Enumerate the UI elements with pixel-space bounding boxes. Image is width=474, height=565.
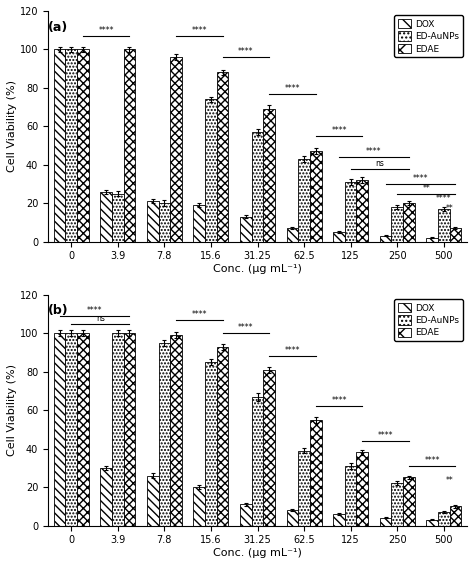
Bar [170,57,182,242]
Text: ****: **** [285,84,300,93]
Bar [112,194,124,242]
Text: ****: **** [191,26,207,35]
Bar [100,192,112,242]
Text: ****: **** [413,174,428,183]
Bar [450,228,461,242]
Bar [240,216,252,242]
Bar [426,238,438,242]
Bar [217,347,228,525]
Text: ****: **** [331,126,347,135]
Bar [65,333,77,525]
Text: (b): (b) [48,305,69,318]
Bar [124,49,135,242]
Bar [147,476,158,525]
Bar [170,335,182,525]
Bar [193,487,205,525]
Bar [356,180,368,242]
X-axis label: Conc. (μg mL⁻¹): Conc. (μg mL⁻¹) [213,548,302,558]
Bar [333,232,345,242]
Bar [333,514,345,525]
Bar [426,520,438,525]
Y-axis label: Cell Viability (%): Cell Viability (%) [7,80,17,172]
Text: ns: ns [96,314,105,323]
Text: **: ** [446,204,454,213]
Bar [147,201,158,242]
X-axis label: Conc. (μg mL⁻¹): Conc. (μg mL⁻¹) [213,264,302,274]
Bar [380,518,392,525]
Text: ns: ns [375,159,384,168]
Bar [298,450,310,525]
Text: ****: **** [378,431,393,440]
Bar [403,477,415,525]
Bar [438,512,450,525]
Bar [77,333,89,525]
Bar [345,182,356,242]
Text: ****: **** [191,310,207,319]
Bar [264,109,275,242]
Y-axis label: Cell Viability (%): Cell Viability (%) [7,364,17,456]
Text: ****: **** [99,26,114,35]
Bar [310,151,321,242]
Bar [298,159,310,242]
Bar [100,468,112,525]
Text: (a): (a) [48,20,68,33]
Text: ****: **** [87,306,102,315]
Bar [287,228,298,242]
Bar [380,236,392,242]
Bar [403,203,415,242]
Text: **: ** [422,184,430,193]
Bar [158,343,170,525]
Text: ****: **** [238,47,254,56]
Bar [310,420,321,525]
Bar [345,466,356,525]
Text: ****: **** [436,194,452,203]
Bar [240,505,252,525]
Bar [65,49,77,242]
Bar [392,483,403,525]
Bar [124,333,135,525]
Bar [356,453,368,525]
Bar [77,49,89,242]
Bar [438,209,450,242]
Legend: DOX, ED-AuNPs, EDAE: DOX, ED-AuNPs, EDAE [394,299,463,341]
Bar [54,333,65,525]
Bar [112,333,124,525]
Bar [205,362,217,525]
Text: ****: **** [285,346,300,355]
Bar [217,72,228,242]
Bar [252,397,264,525]
Text: ****: **** [238,323,254,332]
Bar [252,132,264,242]
Bar [193,205,205,242]
Text: **: ** [446,476,454,485]
Legend: DOX, ED-AuNPs, EDAE: DOX, ED-AuNPs, EDAE [394,15,463,57]
Bar [287,510,298,525]
Bar [54,49,65,242]
Bar [158,203,170,242]
Bar [264,370,275,525]
Text: ****: **** [331,397,347,406]
Bar [205,99,217,242]
Text: ****: **** [366,147,382,156]
Bar [450,506,461,525]
Bar [392,207,403,242]
Text: ****: **** [424,456,440,465]
